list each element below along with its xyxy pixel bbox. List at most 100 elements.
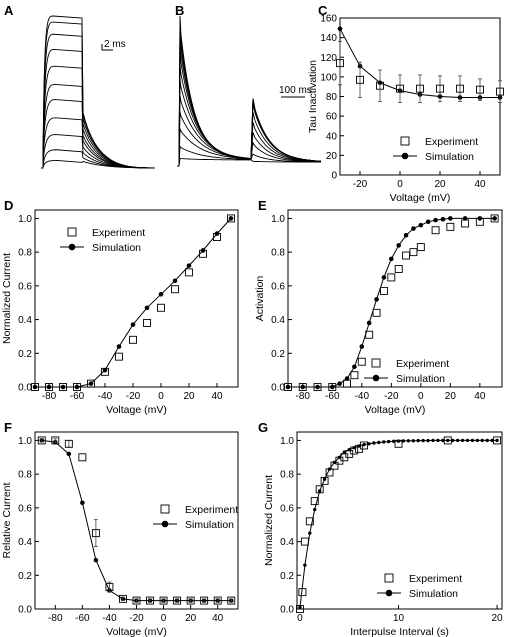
y-tick-label: 1.0 (18, 436, 32, 447)
current-trace (41, 15, 156, 169)
simulation-point (436, 438, 440, 443)
experiment-point (119, 594, 127, 603)
experiment-point (490, 214, 499, 223)
legend-label-experiment: Experiment (92, 227, 145, 239)
experiment-point (320, 476, 329, 485)
x-tick-label: 20 (445, 391, 457, 402)
simulation-point (303, 563, 307, 567)
experiment-point (173, 596, 182, 605)
legend-marker-simulation (161, 520, 169, 528)
legend-label-experiment: Experiment (409, 573, 462, 585)
simulation-point (74, 384, 80, 390)
simulation-point (366, 320, 372, 326)
experiment-point (298, 588, 307, 597)
simulation-point (374, 297, 379, 302)
experiment-point (213, 233, 221, 241)
experiment-point (315, 485, 324, 494)
simulation-point (80, 500, 85, 506)
legend-label-simulation: Simulation (92, 242, 141, 254)
experiment-point (461, 219, 470, 228)
simulation-point (88, 381, 94, 386)
y-tick-label: 0.6 (280, 503, 294, 514)
panel-label: A (4, 3, 14, 18)
simulation-point (425, 219, 431, 225)
plot-frame (287, 209, 503, 388)
experiment-point (416, 84, 424, 93)
panel-label: E (258, 198, 267, 213)
simulation-point (416, 438, 420, 443)
y-tick-label: 1.0 (280, 436, 294, 447)
simulation-point (495, 438, 499, 443)
current-trace (177, 145, 321, 167)
y-axis-label: Activation (254, 276, 266, 322)
experiment-point (87, 379, 95, 388)
panel-g: G 0 10 20 0.0 0.2 0.4 0.6 0.8 1.0 Interpulse Inter… (258, 420, 503, 637)
legend-marker-simulation (68, 243, 76, 251)
simulation-point (460, 438, 465, 443)
x-axis-label: Voltage (mV) (106, 626, 167, 637)
scale-bar-label: 100 ms (279, 85, 312, 96)
y-tick-label: 0.6 (18, 281, 32, 292)
panel-c: C -20 0 20 40 0 20 40 60 80 100 120 140 160 Voltage (m… (307, 3, 504, 204)
experiment-point (157, 303, 165, 312)
experiment-point (64, 439, 73, 448)
experiment-point (200, 596, 209, 605)
panel-a: A 2 ms (4, 3, 156, 169)
y-tick-label: 0.2 (18, 571, 32, 582)
simulation-point (418, 222, 424, 228)
panel-label: C (318, 3, 328, 18)
y-tick-label: 160 (320, 14, 337, 25)
experiment-point (456, 84, 464, 93)
experiment-point (336, 59, 344, 68)
x-tick-label: 20 (183, 391, 195, 402)
simulation-point (228, 216, 234, 221)
simulation-point (362, 442, 366, 447)
x-tick-label: -80 (48, 613, 63, 624)
experiment-point (493, 436, 502, 445)
experiment-point (146, 596, 154, 605)
simulation-point (411, 439, 415, 443)
x-tick-label: 0 (397, 179, 403, 190)
simulation-point (386, 439, 391, 444)
legend-marker-simulation (385, 589, 393, 597)
experiment-point (350, 371, 359, 380)
y-tick-label: 0.4 (18, 315, 32, 326)
y-axis-label: Relative Current (1, 482, 13, 558)
y-tick-label: 120 (320, 53, 337, 64)
legend-label-experiment: Experiment (425, 136, 478, 148)
experiment-point (305, 517, 314, 526)
x-tick-label: 40 (212, 613, 224, 624)
experiment-point (171, 285, 179, 294)
legend-label-experiment: Experiment (185, 504, 238, 516)
simulation-point (342, 450, 347, 454)
simulation-point (426, 438, 430, 443)
experiment-point (185, 268, 193, 277)
y-tick-label: 140 (320, 33, 337, 44)
simulation-point (446, 438, 450, 443)
y-tick-label: 0.0 (18, 383, 32, 394)
y-tick-label: 0.4 (18, 537, 32, 548)
y-tick-label: 0.4 (271, 315, 285, 326)
experiment-point (394, 439, 403, 448)
y-axis-label: Normalized Current (263, 475, 275, 566)
simulation-point (359, 344, 365, 349)
experiment-point (357, 357, 366, 366)
y-tick-label: 0.0 (18, 605, 32, 616)
experiment-point (186, 596, 195, 605)
y-tick-label: 20 (326, 151, 338, 162)
experiment-point (129, 335, 137, 344)
plot-frame (34, 209, 239, 388)
x-tick-label: -80 (42, 391, 57, 402)
x-tick-label: 0 (161, 613, 167, 624)
y-tick-label: 0.8 (271, 248, 285, 259)
x-tick-label: 40 (474, 179, 486, 190)
simulation-point (337, 381, 342, 386)
current-trace (177, 50, 322, 167)
y-tick-label: 1.0 (18, 214, 32, 225)
legend-label-simulation: Simulation (396, 373, 445, 385)
x-tick-label: 40 (474, 391, 486, 402)
plot-frame (296, 431, 503, 610)
simulation-point (448, 216, 453, 221)
experiment-point (343, 379, 351, 388)
panel-label: G (258, 420, 268, 435)
